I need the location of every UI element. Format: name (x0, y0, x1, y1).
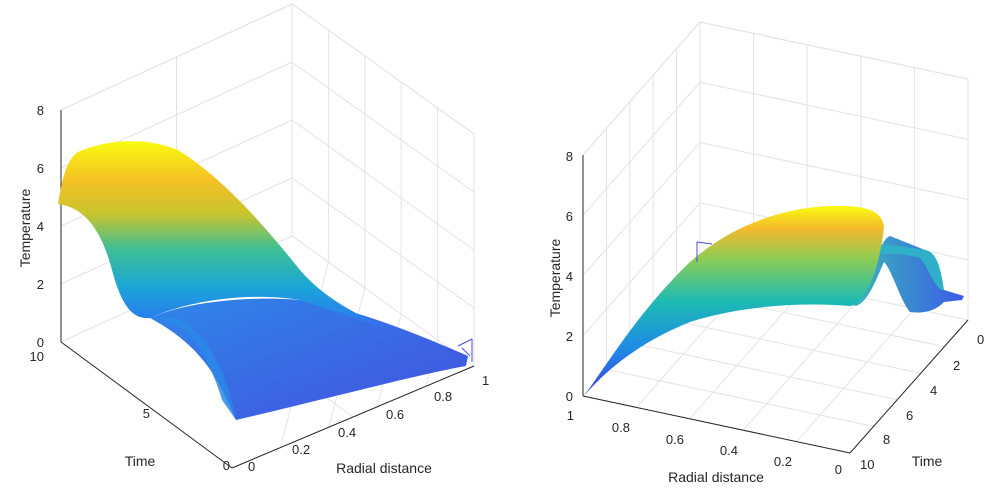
radial-tick: 1 (482, 373, 489, 388)
surface-edge-mesh (457, 338, 473, 362)
time-tick: 2 (953, 358, 960, 373)
surface-back-wave-top (868, 244, 944, 291)
surface-floor (150, 298, 468, 420)
z-axis-label: Temperature (547, 238, 563, 317)
time-tick-labels: 10 5 0 (30, 349, 230, 473)
time-tick: 10 (30, 349, 44, 364)
grid-line (291, 119, 475, 251)
grid-line (582, 202, 701, 337)
z-tick: 4 (37, 219, 44, 234)
z-tick: 8 (566, 149, 573, 164)
radial-tick: 0.4 (338, 425, 356, 440)
z-tick: 4 (566, 269, 573, 284)
chart-panel-right: 8 6 4 2 0 1 0.8 0.6 0.4 0.2 0 0 2 4 6 8 … (547, 21, 984, 485)
axes (60, 110, 475, 469)
z-tick-labels: 8 6 4 2 0 (37, 103, 44, 350)
radial-tick: 0.2 (774, 454, 792, 469)
grid-line (606, 368, 874, 427)
radial-tick: 0.8 (434, 389, 452, 404)
time-axis-label: Time (912, 453, 943, 469)
z-tick: 2 (566, 329, 573, 344)
grid-line (291, 3, 475, 135)
radial-tick: 0.8 (612, 420, 630, 435)
grid-line (629, 342, 898, 401)
z-axis-label: Temperature (17, 188, 33, 267)
grid-line (582, 21, 701, 156)
surface-front-edge (150, 318, 236, 420)
z-tick: 6 (566, 209, 573, 224)
chart-panel-left: 8 6 4 2 0 10 5 0 0 0.2 0.4 0.6 0.8 1 Tem… (17, 3, 489, 476)
surface-edge-mesh (696, 241, 713, 262)
grid-line (796, 308, 915, 442)
grid-line (742, 296, 862, 431)
surface-ridge (58, 141, 468, 356)
time-tick-labels: 0 2 4 6 8 10 (860, 332, 984, 472)
z-tick: 8 (37, 103, 44, 118)
z-tick: 0 (566, 389, 573, 404)
grid-line (689, 285, 808, 420)
radial-tick: 0.6 (666, 432, 684, 447)
radial-tick: 0.6 (386, 407, 404, 422)
time-axis-label: Time (125, 453, 156, 469)
z-tick-labels: 8 6 4 2 0 (566, 149, 573, 404)
time-tick: 6 (906, 408, 913, 423)
radial-tick: 1 (567, 408, 574, 423)
surface-plot-right (584, 205, 964, 396)
grid-line (653, 315, 921, 374)
radial-tick-labels: 0 0.2 0.4 0.6 0.8 1 (248, 373, 489, 474)
surface-dome (584, 205, 884, 396)
radial-tick: 0 (248, 459, 255, 474)
grid-line (699, 21, 969, 80)
surface-plot-left (58, 141, 473, 420)
z-tick: 0 (37, 335, 44, 350)
grid-line (699, 81, 969, 140)
time-tick: 8 (883, 432, 890, 447)
grid-line (291, 177, 475, 309)
radial-tick: 0.2 (292, 442, 310, 457)
grid-line (699, 142, 969, 200)
time-tick: 4 (930, 383, 937, 398)
radial-tick: 0 (835, 462, 842, 477)
radial-axis-label: Radial distance (336, 460, 432, 476)
time-tick: 0 (223, 458, 230, 473)
grid-line (291, 61, 475, 193)
axes (582, 155, 969, 454)
radial-tick: 0.4 (720, 443, 738, 458)
grid-line (582, 142, 701, 276)
time-tick: 0 (977, 332, 984, 347)
grid-line (291, 235, 475, 367)
time-tick: 10 (860, 457, 874, 472)
z-tick: 6 (37, 161, 44, 176)
grid-line (582, 81, 701, 216)
radial-axis-label: Radial distance (668, 469, 764, 485)
time-tick: 5 (143, 406, 150, 421)
radial-tick-labels: 1 0.8 0.6 0.4 0.2 0 (567, 408, 842, 477)
z-tick: 2 (37, 277, 44, 292)
